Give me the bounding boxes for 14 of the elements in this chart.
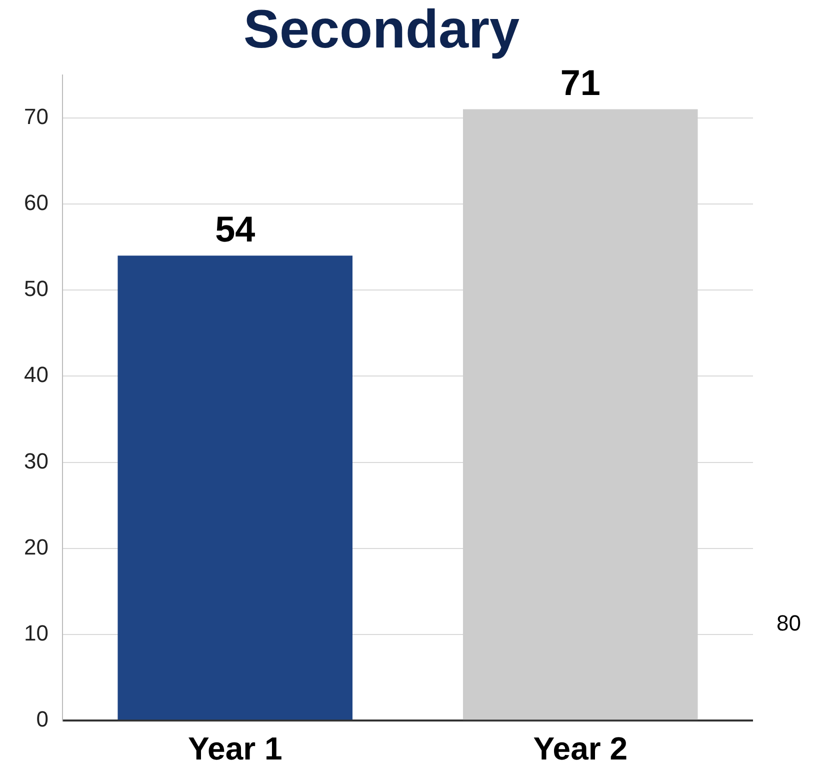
x-tick-label: Year 1 xyxy=(188,730,282,767)
y-tick-label: 0 xyxy=(36,706,48,732)
y-tick-label: 40 xyxy=(24,362,48,388)
y-tick-label: 10 xyxy=(24,620,48,646)
x-tick-label: Year 2 xyxy=(533,730,628,767)
data-label: 54 xyxy=(215,208,256,250)
y-tick-label: 70 xyxy=(24,104,48,129)
data-label: 71 xyxy=(560,62,600,104)
text: 80 xyxy=(776,610,801,636)
y-tick-label: 60 xyxy=(24,190,48,216)
y-tick-label: 30 xyxy=(24,448,48,474)
y-tick-label: 50 xyxy=(24,276,48,302)
chart-title: Secondary xyxy=(243,0,520,60)
y-tick-label: 20 xyxy=(24,534,48,560)
